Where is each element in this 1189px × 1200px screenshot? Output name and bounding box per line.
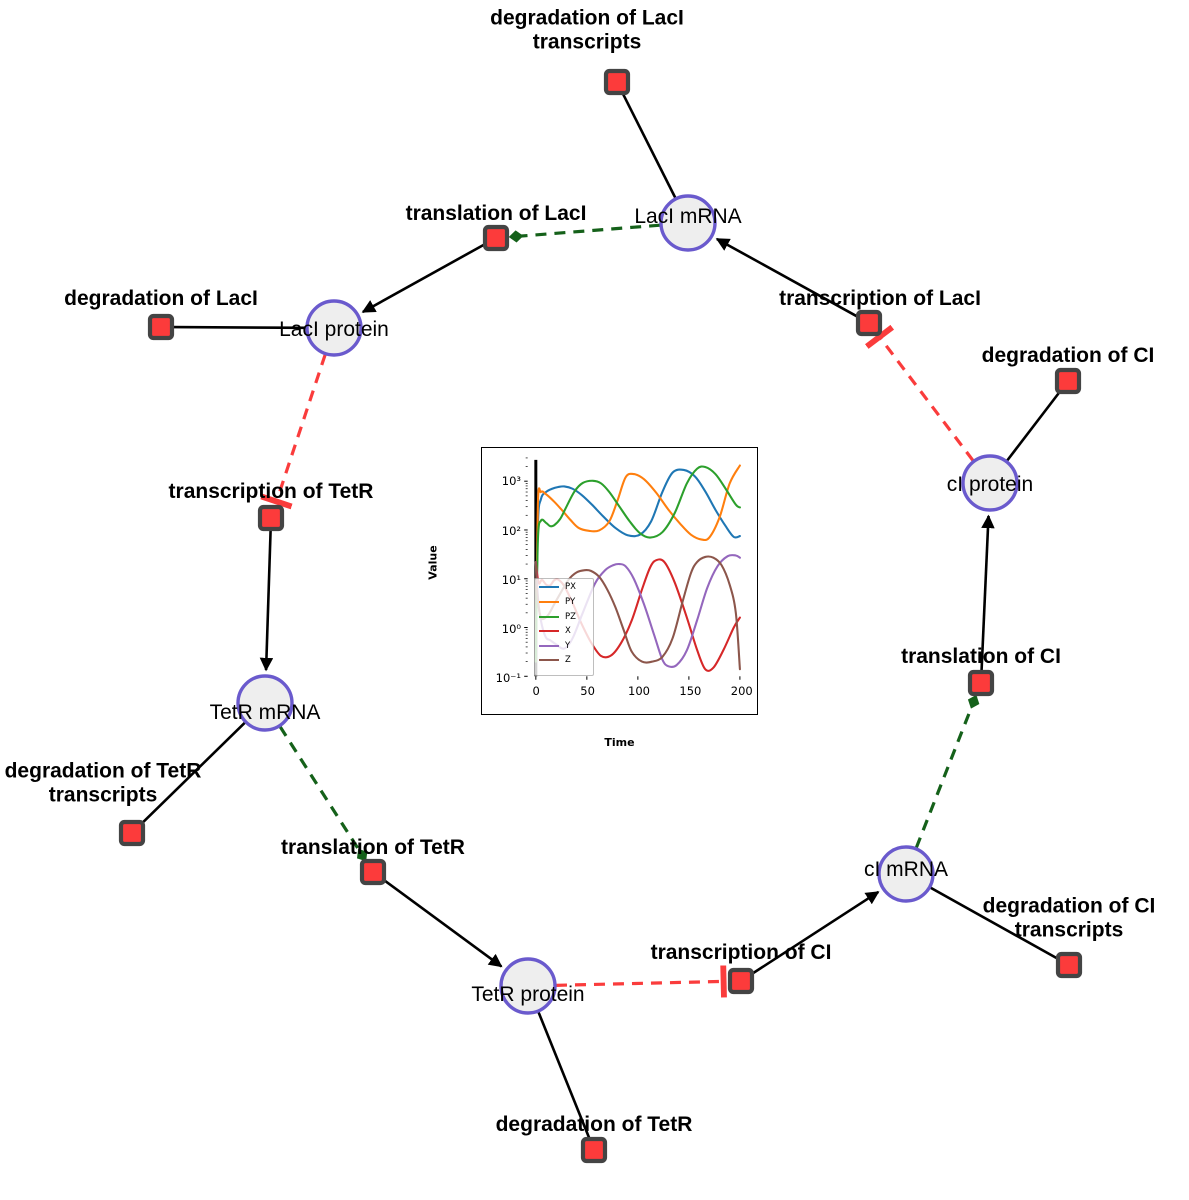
legend-label: Z	[565, 655, 571, 666]
edge-consumption	[537, 1011, 592, 1141]
reaction-node[interactable]	[603, 68, 631, 96]
species-node-circle[interactable]	[499, 957, 557, 1015]
x-tick-label: 0	[532, 684, 540, 698]
legend-color-swatch	[539, 586, 559, 589]
edge-production	[715, 237, 861, 319]
chart-y-axis-label: Value	[426, 545, 440, 580]
reaction-node[interactable]	[855, 309, 883, 337]
legend-label: PX	[565, 582, 576, 593]
edge-production	[361, 242, 488, 314]
edge-inhibition	[555, 965, 727, 998]
edge-catalysis	[508, 223, 661, 243]
edge-inhibition	[864, 324, 975, 462]
reaction-node[interactable]	[1055, 951, 1083, 979]
reaction-node[interactable]	[482, 224, 510, 252]
reaction-node[interactable]	[580, 1136, 608, 1164]
reaction-square[interactable]	[147, 313, 175, 341]
legend-item: X	[539, 626, 571, 636]
reaction-square[interactable]	[967, 669, 995, 697]
reaction-node[interactable]	[1054, 367, 1082, 395]
reaction-node[interactable]	[118, 819, 146, 847]
species-node-circle[interactable]	[305, 299, 363, 357]
reaction-node[interactable]	[967, 669, 995, 697]
legend-label: Y	[565, 640, 571, 651]
reaction-node[interactable]	[727, 967, 755, 995]
edge-catalysis	[914, 694, 980, 849]
legend-color-swatch	[539, 615, 559, 618]
legend-label: X	[565, 626, 571, 637]
legend-label: PZ	[565, 611, 576, 622]
edge-production	[749, 890, 880, 977]
edge-catalysis	[278, 725, 368, 862]
chart-x-axis-label: Time	[604, 736, 635, 749]
node-layer[interactable]	[118, 68, 1083, 1164]
y-tick-label: 10¹	[501, 572, 521, 587]
reaction-square[interactable]	[1055, 951, 1083, 979]
species-node-circle[interactable]	[961, 454, 1019, 512]
legend-item: Z	[539, 655, 571, 665]
reaction-square[interactable]	[118, 819, 146, 847]
reaction-square[interactable]	[855, 309, 883, 337]
edge-production	[980, 514, 995, 673]
edge-inhibition	[260, 354, 327, 510]
reaction-square[interactable]	[727, 967, 755, 995]
reaction-node[interactable]	[257, 504, 285, 532]
chart-plot-area	[524, 457, 741, 680]
species-node-circle[interactable]	[236, 674, 294, 732]
chart-series-py	[534, 464, 741, 663]
legend-item: Y	[539, 641, 570, 651]
reaction-square[interactable]	[603, 68, 631, 96]
edge-consumption	[138, 721, 246, 827]
edge-consumption	[620, 91, 677, 199]
timecourse-chart: 0 50 100 150 200 10⁻¹ 10⁰ 10¹ 10² 10³ PX PY PZ X Y Z	[481, 447, 758, 715]
edge-production	[381, 877, 503, 968]
edge-consumption	[929, 886, 1061, 961]
reaction-square[interactable]	[257, 504, 285, 532]
reaction-square[interactable]	[482, 224, 510, 252]
reaction-square[interactable]	[1054, 367, 1082, 395]
legend-label: PY	[565, 597, 576, 607]
species-node-circle[interactable]	[877, 845, 935, 903]
legend-color-swatch	[539, 644, 559, 647]
y-tick-label: 10²	[501, 523, 521, 538]
edge-layer	[138, 91, 1063, 1141]
reaction-node[interactable]	[147, 313, 175, 341]
chart-series-pz	[534, 465, 741, 663]
y-tick-label: 10⁻¹	[495, 671, 521, 685]
x-tick-label: 200	[730, 684, 753, 698]
legend-color-swatch	[539, 630, 559, 633]
legend-color-swatch	[539, 601, 559, 603]
x-tick-label: 50	[580, 684, 595, 698]
chart-series-px	[534, 468, 741, 663]
legend-item: PZ	[539, 612, 576, 622]
edge-consumption	[1005, 388, 1063, 462]
legend-item: PY	[539, 597, 575, 607]
y-tick-label: 10⁰	[501, 621, 521, 636]
legend-item: PX	[539, 582, 576, 592]
x-tick-label: 150	[679, 684, 702, 698]
edge-production	[259, 528, 274, 672]
y-tick-label: 10³	[501, 474, 521, 489]
edge-consumption	[171, 325, 307, 330]
x-tick-label: 100	[628, 684, 650, 698]
reaction-square[interactable]	[580, 1136, 608, 1164]
species-node-circle[interactable]	[659, 194, 717, 252]
legend-color-swatch	[539, 659, 559, 662]
reaction-square[interactable]	[359, 858, 387, 886]
reaction-node[interactable]	[359, 858, 387, 886]
